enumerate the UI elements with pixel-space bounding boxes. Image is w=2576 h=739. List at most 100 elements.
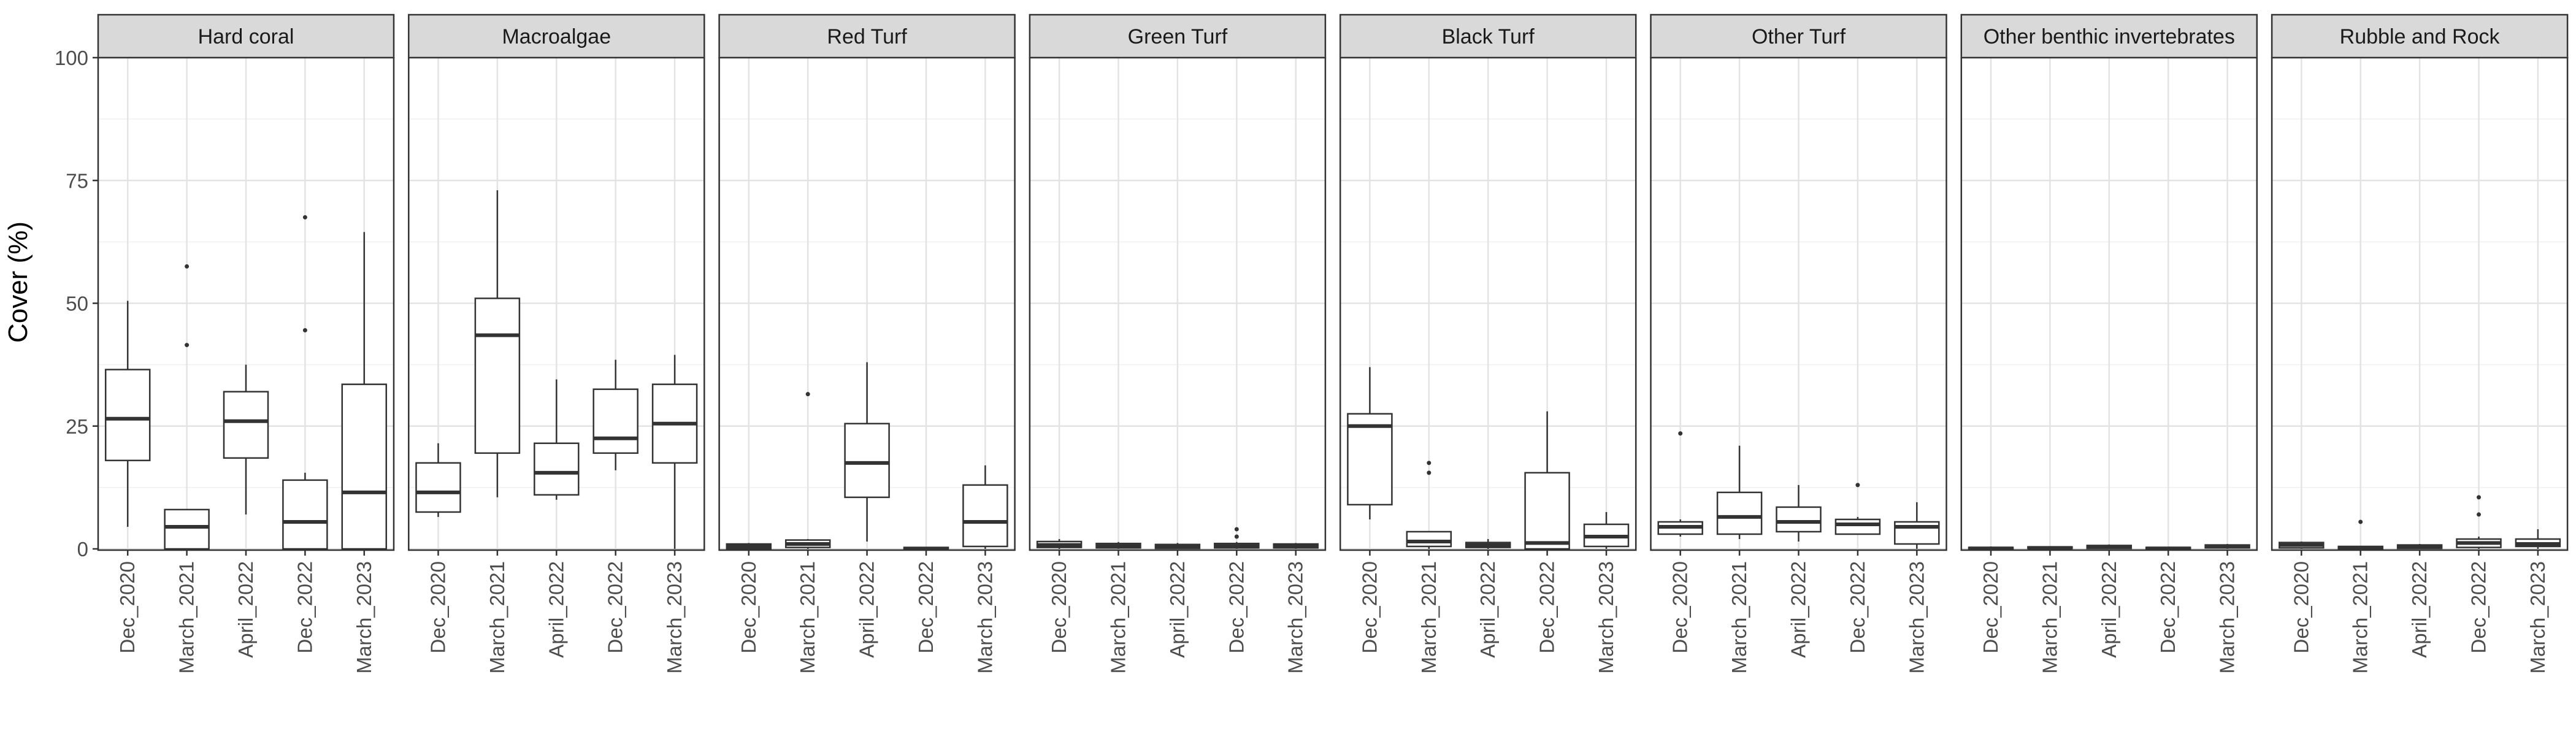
- box-Dec_2020: [1657, 431, 1703, 537]
- x-tick-label: Dec_2020: [1358, 561, 1381, 653]
- x-tick-label: March_2021: [796, 561, 819, 673]
- x-tick-label: April_2022: [1787, 561, 1810, 658]
- box-March_2023: [1583, 511, 1630, 549]
- box-Dec_2022: [592, 359, 638, 470]
- box-iqr: [223, 391, 269, 459]
- outlier-point: [2358, 519, 2363, 524]
- x-tick-label: Dec_2022: [2467, 561, 2490, 653]
- facet-strip: [1650, 13, 1947, 59]
- facets-layer: Hard coral Dec_2020 March_2021 April_2022 De…: [97, 13, 2569, 673]
- x-tick-label: March_2023: [1905, 561, 1928, 673]
- outlier-point: [185, 343, 190, 348]
- box-iqr: [474, 297, 521, 454]
- facet-panel: Rubble and Rock Dec_2020 March_2021 April_2…: [2271, 13, 2569, 673]
- box-Dec_2022: [903, 546, 949, 551]
- box-April_2022: [223, 364, 269, 515]
- box-iqr: [104, 369, 151, 462]
- x-tick-label: Dec_2022: [914, 561, 937, 653]
- x-tick-label: Dec_2020: [116, 561, 139, 653]
- x-tick-label: Dec_2022: [293, 561, 316, 653]
- facet-title: Macroalgae: [502, 25, 611, 48]
- x-tick-label: April_2022: [1476, 561, 1499, 658]
- box-April_2022: [534, 379, 580, 500]
- box-March_2023: [2204, 543, 2250, 549]
- x-tick-label: March_2023: [973, 561, 996, 673]
- outlier-point: [1427, 470, 1432, 475]
- facet-panel: Green Turf Dec_2020 March_2021 April_2022 De…: [1029, 13, 1327, 673]
- box-iqr: [415, 462, 461, 513]
- box-iqr: [164, 508, 210, 550]
- x-tick-label: March_2021: [175, 561, 198, 673]
- box-April_2022: [2396, 543, 2443, 549]
- box-March_2021: [784, 392, 831, 549]
- x-tick-label: April_2022: [856, 561, 878, 658]
- y-tick-label: 75: [66, 169, 88, 192]
- x-tick-label: March_2021: [2038, 561, 2061, 673]
- box-March_2021: [1095, 542, 1141, 549]
- x-tick-label: March_2023: [2526, 561, 2549, 673]
- outlier-point: [2477, 512, 2481, 517]
- x-tick-label: Dec_2022: [604, 561, 627, 653]
- facet-title: Black Turf: [1442, 25, 1535, 48]
- box-iqr: [1524, 472, 1570, 550]
- box-Dec_2020: [1347, 367, 1393, 519]
- facet-title: Hard coral: [198, 25, 294, 48]
- box-April_2022: [2086, 544, 2133, 549]
- outlier-point: [1427, 461, 1432, 465]
- box-iqr: [341, 383, 388, 550]
- box-iqr: [1347, 413, 1393, 506]
- outlier-point: [302, 328, 307, 333]
- x-tick-label: March_2021: [1107, 561, 1130, 673]
- x-tick-label: March_2023: [353, 561, 375, 673]
- facet-strip: [97, 13, 395, 59]
- box-March_2021: [1716, 445, 1763, 539]
- box-iqr: [592, 388, 638, 454]
- box-Dec_2020: [1968, 546, 2014, 551]
- box-Dec_2020: [726, 543, 772, 550]
- box-March_2023: [1273, 543, 1319, 549]
- outlier-point: [2477, 495, 2481, 500]
- y-tick-label: 100: [55, 47, 88, 69]
- x-tick-label: March_2021: [1417, 561, 1440, 673]
- box-Dec_2022: [1524, 411, 1570, 550]
- x-tick-label: Dec_2022: [2156, 561, 2179, 653]
- box-March_2023: [651, 354, 698, 549]
- x-tick-label: March_2023: [2216, 561, 2239, 673]
- box-March_2023: [2515, 529, 2561, 549]
- box-March_2021: [164, 264, 210, 550]
- outlier-point: [185, 264, 190, 269]
- outlier-point: [1234, 534, 1239, 539]
- y-axis-title: Cover (%): [3, 221, 33, 343]
- facet-strip: [718, 13, 1016, 59]
- x-tick-label: April_2022: [234, 561, 257, 658]
- box-iqr: [1716, 491, 1763, 535]
- box-Dec_2022: [282, 215, 328, 550]
- box-iqr: [962, 484, 1008, 548]
- x-tick-label: March_2023: [1595, 561, 1617, 673]
- box-iqr: [1834, 518, 1881, 535]
- facet-panel: Other Turf Dec_2020 March_2021 April_2022 De…: [1650, 13, 1947, 673]
- facet-panel: Red Turf Dec_2020 March_2021 April_2022 Dec_…: [718, 13, 1016, 673]
- box-March_2021: [2027, 546, 2073, 550]
- box-April_2022: [1154, 543, 1201, 549]
- box-March_2021: [474, 190, 521, 497]
- facet-panel: Hard coral Dec_2020 March_2021 April_2022 De…: [97, 13, 395, 673]
- x-tick-label: March_2023: [663, 561, 686, 673]
- box-March_2021: [2337, 519, 2383, 550]
- x-tick-label: Dec_2022: [1536, 561, 1558, 653]
- outlier-point: [1678, 431, 1683, 436]
- x-tick-label: April_2022: [1166, 561, 1189, 658]
- box-Dec_2020: [415, 443, 461, 517]
- y-tick-label: 25: [66, 415, 88, 438]
- facet-panel: Other benthic invertebrates Dec_2020 March…: [1960, 13, 2258, 673]
- facet-panel: Black Turf Dec_2020 March_2021 April_2022 De…: [1339, 13, 1637, 673]
- box-March_2023: [1894, 502, 1940, 549]
- box-Dec_2022: [2456, 495, 2502, 549]
- x-tick-label: March_2021: [1728, 561, 1750, 673]
- outlier-point: [1234, 527, 1239, 532]
- x-tick-label: April_2022: [2408, 561, 2431, 658]
- facet-strip: [408, 13, 705, 59]
- box-iqr: [844, 423, 890, 499]
